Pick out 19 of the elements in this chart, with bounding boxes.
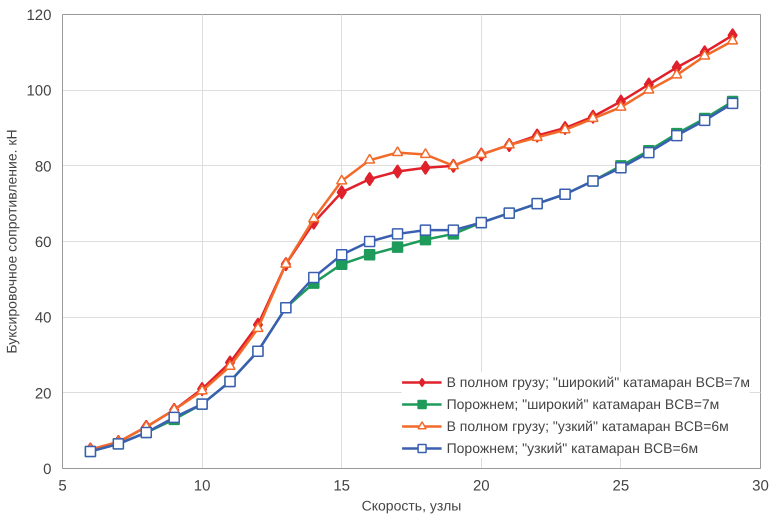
y-axis-title: Буксировочное сопротивление. кН: [3, 129, 20, 354]
legend-label: Порожнем; "узкий" катамаран BCB=6м: [446, 440, 698, 456]
legend-label: В полном грузу; "широкий" катамаран BCB=7м: [446, 374, 750, 390]
x-tick-label: 10: [194, 478, 210, 494]
x-tick-label: 25: [612, 478, 630, 494]
y-tick-label: 80: [34, 158, 52, 176]
x-tick-label: 30: [752, 478, 769, 494]
x-tick-label: 15: [333, 478, 350, 494]
y-tick-label: 40: [34, 310, 52, 327]
y-tick-label: 20: [34, 385, 52, 402]
x-axis-title: Скорость, узлы: [362, 498, 462, 514]
legend-label: Порожнем; "широкий" катамаран BCB=7м: [446, 396, 720, 412]
y-tick-label: 60: [34, 234, 52, 251]
legend-label: В полном грузу; "узкий" катамаран BCB=6м: [446, 418, 729, 434]
x-tick-label: 5: [58, 478, 67, 494]
x-tick-label: 20: [472, 478, 490, 494]
y-tick-label: 120: [26, 7, 52, 24]
y-tick-label: 0: [43, 461, 52, 478]
y-tick-label: 100: [26, 82, 52, 100]
